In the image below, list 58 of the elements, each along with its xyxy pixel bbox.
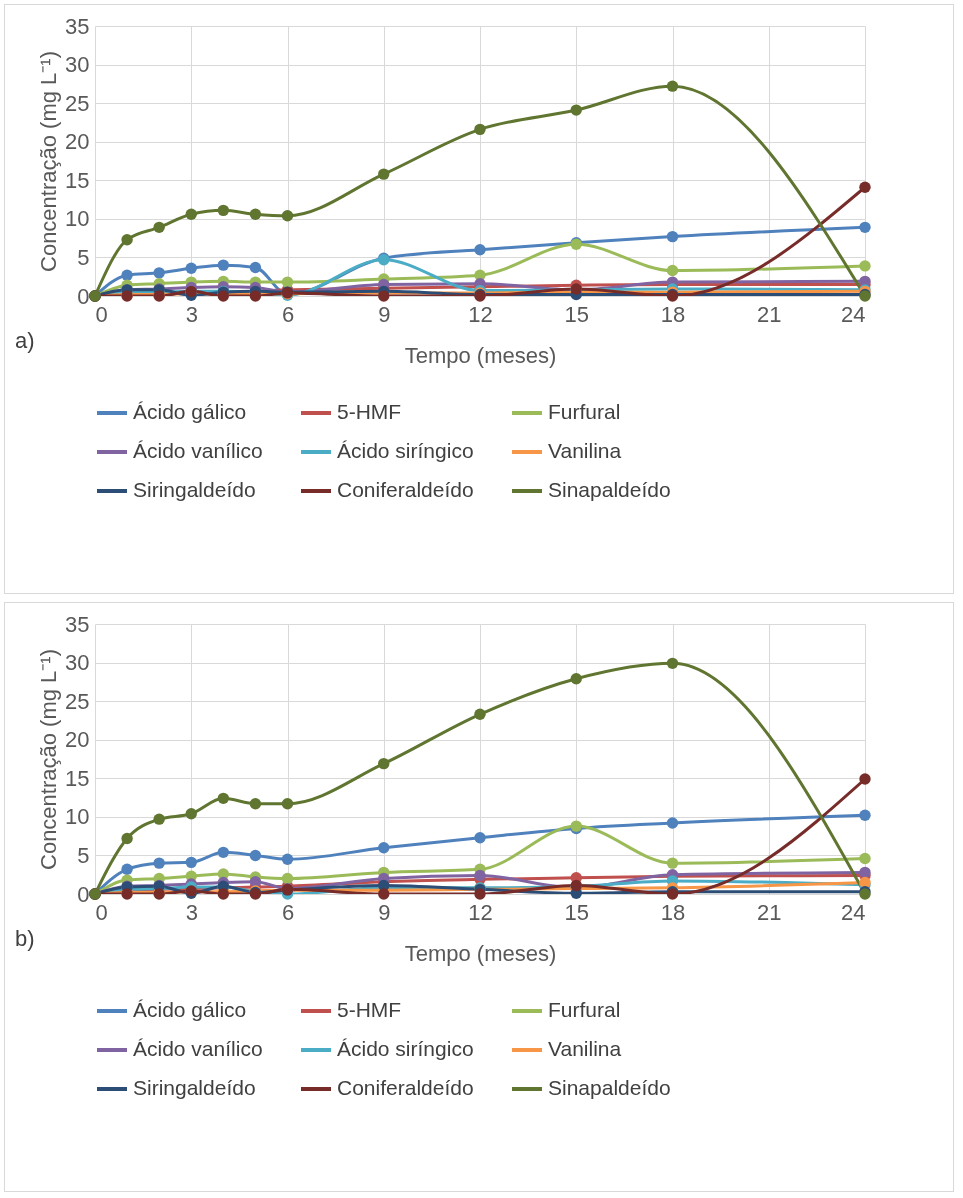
legend-label: Sinapaldeído [548, 478, 671, 501]
y-tick-label: 5 [77, 244, 90, 270]
y-tick-label: 20 [65, 129, 90, 155]
x-tick-label: 18 [660, 301, 686, 327]
legend-label: Siringaldeído [133, 1076, 256, 1099]
y-tick-label: 20 [65, 727, 90, 753]
x-tick-label: 6 [281, 899, 295, 925]
x-tick-label: 9 [378, 899, 391, 925]
text: b) [15, 926, 35, 951]
y-tick-label: 25 [65, 688, 90, 714]
x-tick-label: 9 [378, 301, 391, 327]
y-tick-label: 0 [77, 881, 90, 907]
x-tick-label: 6 [281, 301, 295, 327]
legend-label: Ácido gálico [133, 998, 247, 1021]
y-tick-label: 25 [65, 90, 90, 116]
y-tick-label: 0 [77, 283, 90, 309]
legend-label: Ácido vanílico [133, 439, 263, 462]
y-tick-label: 15 [65, 167, 90, 193]
legend-label: Furfural [548, 998, 621, 1021]
y-axis-title: Concentração (mg L⁻¹) [36, 649, 62, 870]
x-tick-label: 3 [185, 301, 198, 327]
y-tick-label: 30 [65, 650, 90, 676]
legend-label: Coniferaldeído [337, 478, 474, 501]
y-tick-label: 35 [65, 611, 90, 637]
legend-label: 5-HMF [337, 400, 402, 423]
x-tick-label: 15 [564, 899, 589, 925]
legend-label: Ácido vanílico [133, 1037, 263, 1060]
legend-label: Vanilina [548, 439, 622, 462]
legend-label: Furfural [548, 400, 621, 423]
x-tick-label: 15 [564, 301, 589, 327]
y-tick-label: 10 [65, 206, 90, 232]
x-tick-label: 12 [468, 301, 493, 327]
legend-label: Coniferaldeído [337, 1076, 474, 1099]
x-tick-label: 24 [841, 899, 866, 925]
legend-label: Siringaldeído [133, 478, 256, 501]
x-tick-label: 12 [468, 899, 493, 925]
x-tick-label: 24 [841, 301, 866, 327]
y-axis-title: Concentração (mg L⁻¹) [36, 51, 62, 272]
y-tick-label: 35 [65, 13, 90, 39]
x-tick-label: 0 [95, 899, 108, 925]
x-tick-label: 0 [95, 301, 108, 327]
x-axis-title: Tempo (meses) [404, 342, 557, 368]
legend-label: Ácido gálico [133, 400, 247, 423]
x-tick-label: 21 [757, 301, 782, 327]
x-tick-label: 21 [757, 899, 782, 925]
y-tick-label: 15 [65, 765, 90, 791]
y-tick-label: 10 [65, 804, 90, 830]
x-tick-label: 3 [185, 899, 198, 925]
x-tick-label: 18 [660, 899, 686, 925]
text: a) [15, 328, 35, 353]
legend-label: Ácido siríngico [337, 439, 474, 462]
legend-label: Sinapaldeído [548, 1076, 671, 1099]
legend-label: 5-HMF [337, 998, 402, 1021]
y-tick-label: 5 [77, 842, 90, 868]
y-tick-label: 30 [65, 52, 90, 78]
legend-label: Vanilina [548, 1037, 622, 1060]
x-axis-title: Tempo (meses) [404, 940, 557, 966]
legend-label: Ácido siríngico [337, 1037, 474, 1060]
